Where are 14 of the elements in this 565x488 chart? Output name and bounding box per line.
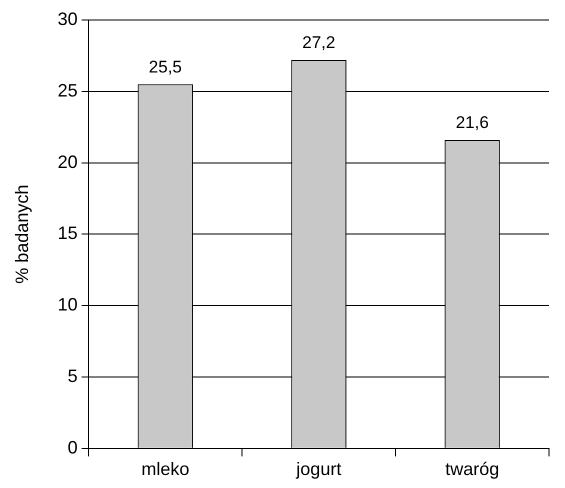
x-tick-label: mleko bbox=[141, 459, 190, 480]
y-tick-label: 20 bbox=[58, 152, 78, 172]
y-tick-label: 0 bbox=[68, 437, 78, 458]
x-tick-label: jogurt bbox=[295, 459, 342, 480]
y-tick-label: 5 bbox=[68, 366, 78, 386]
data-label: 27,2 bbox=[302, 33, 336, 52]
y-tick-label: 30 bbox=[58, 8, 78, 29]
data-label: 25,5 bbox=[148, 57, 182, 76]
y-tick-label: 25 bbox=[58, 80, 78, 100]
y-axis-title: % badanych bbox=[12, 184, 32, 284]
data-label: 21,6 bbox=[456, 113, 489, 132]
y-tick-label: 15 bbox=[58, 223, 78, 244]
x-tick-label: twaróg bbox=[445, 459, 500, 480]
y-tick-label: 10 bbox=[58, 294, 78, 315]
